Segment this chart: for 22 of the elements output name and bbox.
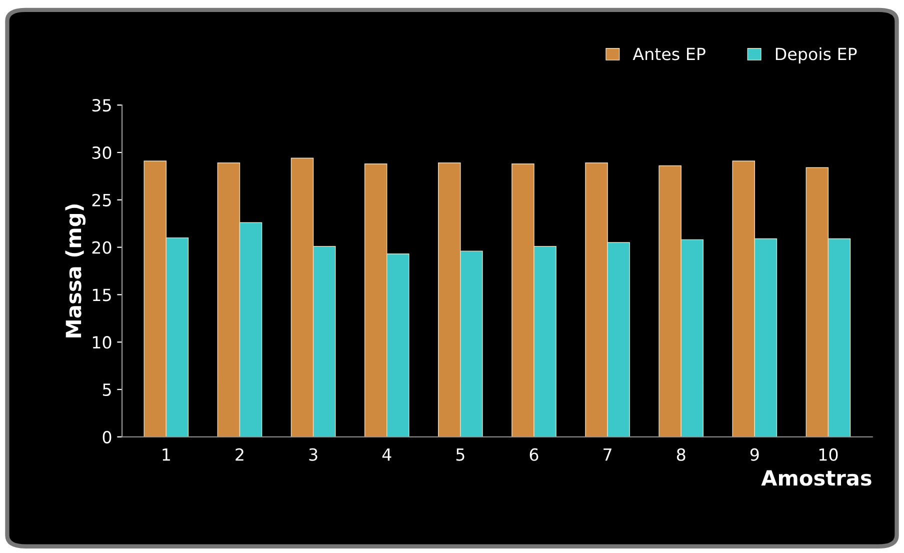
x-tick-label: 6: [530, 448, 538, 461]
x-tick-label: 2: [236, 448, 244, 461]
x-tick-label: 10: [819, 448, 838, 461]
x-axis-title: Amostras: [761, 470, 872, 486]
y-tick-label: 20: [92, 241, 112, 254]
x-tick-label: 5: [456, 448, 464, 461]
x-tick-label: 8: [676, 448, 686, 461]
x-tick-label: 4: [382, 448, 392, 461]
y-tick-label: 5: [103, 384, 111, 396]
legend-label: Depois EP: [776, 47, 857, 64]
y-tick-label: 25: [92, 194, 111, 206]
y-tick-label: 10: [92, 336, 112, 349]
y-tick-label: 0: [102, 430, 112, 444]
y-tick-label: 30: [92, 146, 112, 160]
x-tick-label: 1: [162, 448, 170, 461]
y-tick-label: 15: [92, 288, 111, 302]
legend-label: Antes EP: [632, 48, 706, 60]
x-tick-label: 3: [309, 448, 318, 461]
x-tick-label: 9: [750, 448, 759, 461]
y-tick-label: 35: [92, 99, 111, 112]
x-tick-label: 7: [604, 448, 612, 461]
y-axis-title: Massa (mg): [65, 204, 86, 338]
